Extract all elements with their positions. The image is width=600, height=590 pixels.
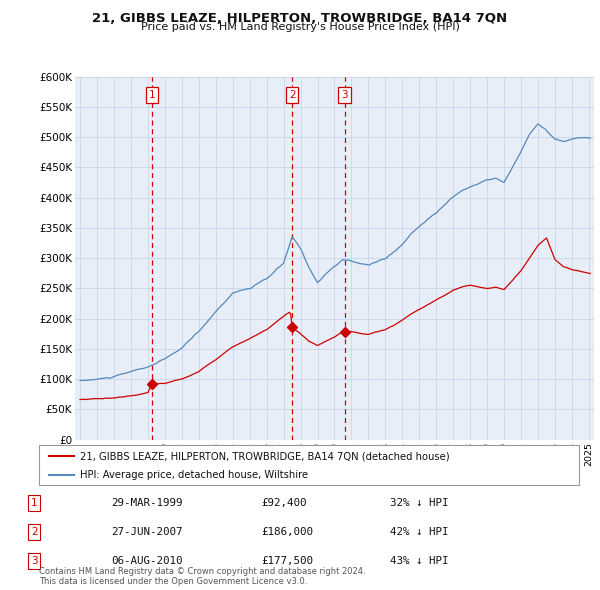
Text: £177,500: £177,500 (261, 556, 313, 566)
Text: Contains HM Land Registry data © Crown copyright and database right 2024.
This d: Contains HM Land Registry data © Crown c… (39, 567, 365, 586)
Text: £186,000: £186,000 (261, 527, 313, 537)
Text: 06-AUG-2010: 06-AUG-2010 (111, 556, 182, 566)
Text: 32% ↓ HPI: 32% ↓ HPI (390, 499, 449, 508)
Text: £92,400: £92,400 (261, 499, 307, 508)
FancyBboxPatch shape (39, 445, 579, 485)
Text: 42% ↓ HPI: 42% ↓ HPI (390, 527, 449, 537)
Text: 1: 1 (149, 90, 155, 100)
Text: 21, GIBBS LEAZE, HILPERTON, TROWBRIDGE, BA14 7QN: 21, GIBBS LEAZE, HILPERTON, TROWBRIDGE, … (92, 12, 508, 25)
Text: 29-MAR-1999: 29-MAR-1999 (111, 499, 182, 508)
Text: 3: 3 (31, 556, 38, 566)
Text: HPI: Average price, detached house, Wiltshire: HPI: Average price, detached house, Wilt… (79, 470, 308, 480)
Text: 21, GIBBS LEAZE, HILPERTON, TROWBRIDGE, BA14 7QN (detached house): 21, GIBBS LEAZE, HILPERTON, TROWBRIDGE, … (79, 451, 449, 461)
Text: 43% ↓ HPI: 43% ↓ HPI (390, 556, 449, 566)
Text: 2: 2 (31, 527, 38, 537)
Text: 3: 3 (341, 90, 348, 100)
Text: 27-JUN-2007: 27-JUN-2007 (111, 527, 182, 537)
Text: 1: 1 (31, 499, 38, 508)
Text: 2: 2 (289, 90, 295, 100)
Text: Price paid vs. HM Land Registry's House Price Index (HPI): Price paid vs. HM Land Registry's House … (140, 22, 460, 32)
